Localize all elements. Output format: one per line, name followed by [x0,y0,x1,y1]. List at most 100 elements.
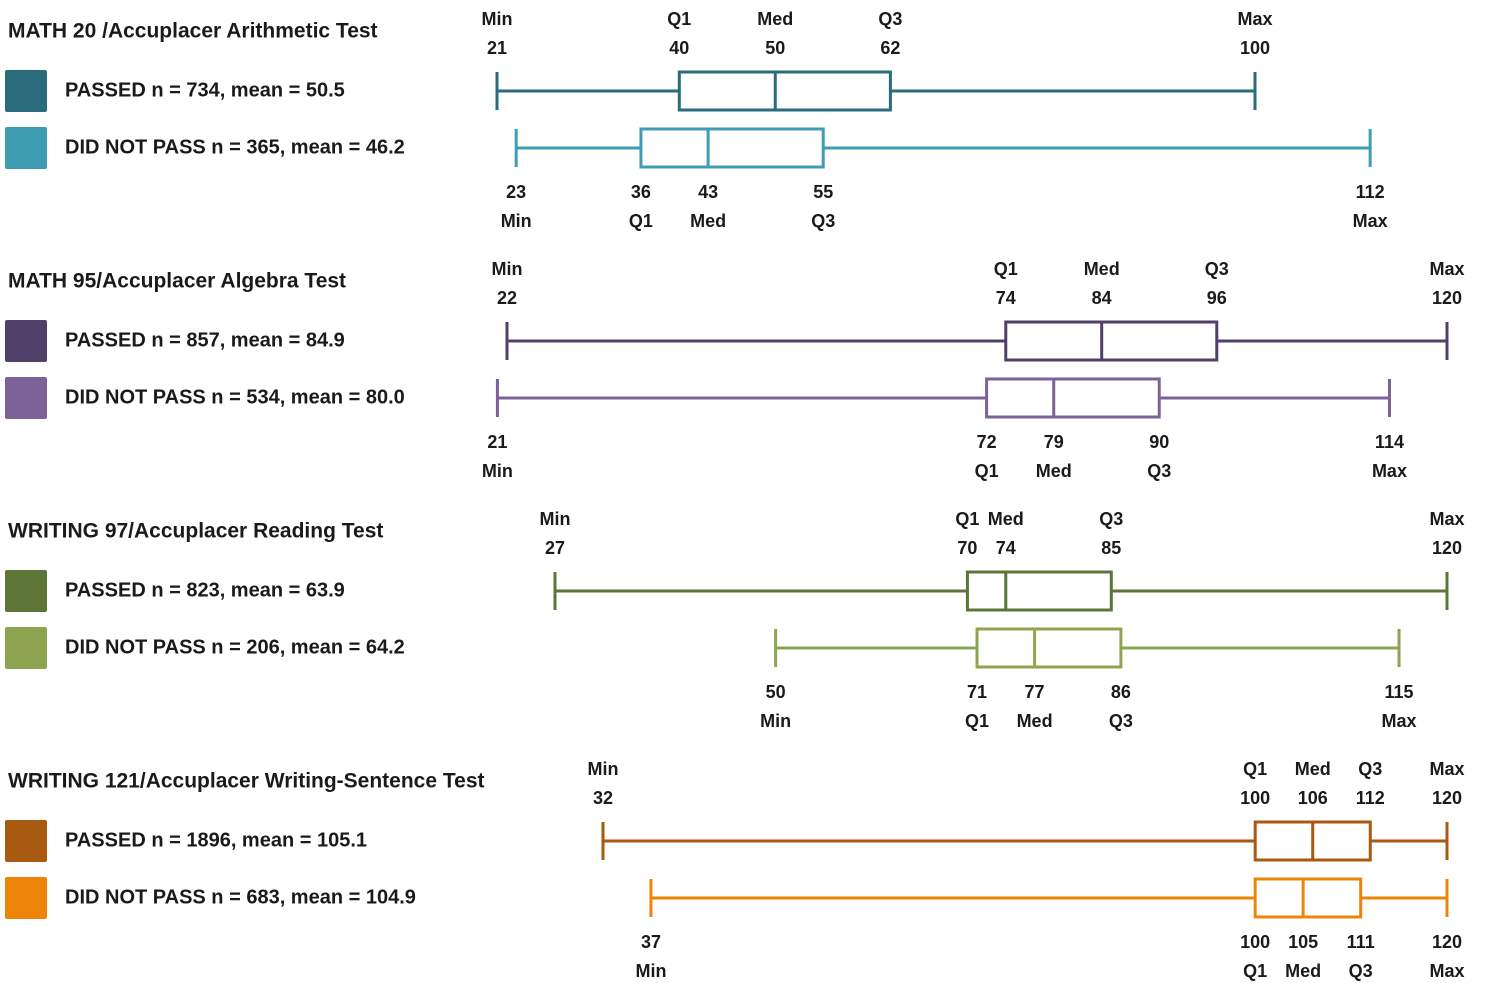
legend-swatch [5,820,47,862]
stat-value-min: 27 [545,538,565,558]
stat-value-min: 21 [487,38,507,58]
series-did-not-pass: DID NOT PASS n = 683, mean = 104.9 37 Min 1… [5,877,1465,981]
series-label: PASSED n = 734, mean = 50.5 [65,79,345,101]
stat-name-min: Min [501,211,532,231]
stat-name-med: Med [1036,461,1072,481]
stat-name-q1: Q1 [1243,759,1267,779]
panel-1: MATH 20 /Accuplacer Arithmetic TestPASSE… [5,9,1388,231]
stat-name-med: Med [690,211,726,231]
legend-swatch [5,320,47,362]
stat-name-med: Med [1017,711,1053,731]
series-label: PASSED n = 1896, mean = 105.1 [65,829,367,851]
stat-name-q1: Q1 [994,259,1018,279]
stat-name-med: Med [757,9,793,29]
legend-swatch [5,70,47,112]
series-passed: PASSED n = 823, mean = 63.9 Min 27 Q1 70 Med 7… [5,509,1465,612]
stat-name-max: Max [1353,211,1388,231]
stat-value-med: 77 [1025,682,1045,702]
legend-swatch [5,877,47,919]
stat-value-med: 79 [1044,432,1064,452]
stat-name-q1: Q1 [965,711,989,731]
stat-name-q1: Q1 [667,9,691,29]
series-label: PASSED n = 857, mean = 84.9 [65,329,345,351]
series-label: DID NOT PASS n = 683, mean = 104.9 [65,886,416,908]
stat-name-med: Med [988,509,1024,529]
stat-value-max: 120 [1432,788,1462,808]
stat-name-q3: Q3 [1358,759,1382,779]
stat-name-max: Max [1382,711,1417,731]
iqr-box [1004,320,1219,362]
stat-value-q1: 40 [669,38,689,58]
iqr-box [965,570,1113,612]
stat-name-max: Max [1429,759,1464,779]
series-passed: PASSED n = 1896, mean = 105.1 Min 32 Q1 100 M… [5,759,1465,862]
legend-swatch [5,627,47,669]
stat-value-med: 84 [1092,288,1112,308]
stat-value-q3: 62 [880,38,900,58]
panel-4: WRITING 121/Accuplacer Writing-Sentence … [5,759,1465,981]
stat-name-med: Med [1285,961,1321,981]
stat-value-min: 23 [506,182,526,202]
stat-name-min: Min [482,9,513,29]
stat-value-min: 21 [487,432,507,452]
stat-value-max: 100 [1240,38,1270,58]
stat-value-max: 112 [1356,182,1385,202]
panel-title: MATH 20 /Accuplacer Arithmetic Test [8,20,378,43]
stat-name-min: Min [492,259,523,279]
stat-value-min: 37 [641,932,661,952]
iqr-box [639,127,825,169]
stat-value-q3: 55 [813,182,833,202]
stat-value-max: 120 [1432,932,1462,952]
stat-value-med: 50 [765,38,785,58]
series-passed: PASSED n = 734, mean = 50.5 Min 21 Q1 40 Med 5… [5,9,1273,112]
series-passed: PASSED n = 857, mean = 84.9 Min 22 Q1 74 Med 8… [5,259,1465,362]
stat-name-q1: Q1 [1243,961,1267,981]
stat-value-q3: 90 [1149,432,1169,452]
stat-name-med: Med [1295,759,1331,779]
panel-title: WRITING 121/Accuplacer Writing-Sentence … [8,770,485,793]
panel-title: WRITING 97/Accuplacer Reading Test [8,520,383,543]
series-label: PASSED n = 823, mean = 63.9 [65,579,345,601]
stat-name-min: Min [540,509,571,529]
stat-value-max: 114 [1375,432,1404,452]
iqr-box [975,627,1123,669]
series-label: DID NOT PASS n = 206, mean = 64.2 [65,636,405,658]
legend-swatch [5,570,47,612]
stat-value-med: 105 [1288,932,1318,952]
stat-name-q3: Q3 [1205,259,1229,279]
stat-name-q3: Q3 [1147,461,1171,481]
stat-name-q3: Q3 [1349,961,1373,981]
stat-name-q3: Q3 [878,9,902,29]
stat-value-q3: 111 [1347,932,1375,952]
stat-value-max: 115 [1385,682,1414,702]
stat-value-min: 22 [497,288,517,308]
series-did-not-pass: DID NOT PASS n = 206, mean = 64.2 50 Min 71… [5,627,1417,731]
legend-swatch [5,377,47,419]
stat-name-q3: Q3 [1109,711,1133,731]
stat-value-q1: 100 [1240,932,1270,952]
panel-3: WRITING 97/Accuplacer Reading Test PASSED… [5,509,1465,731]
stat-name-q3: Q3 [1099,509,1123,529]
stat-value-q1: 100 [1240,788,1270,808]
stat-value-q3: 96 [1207,288,1227,308]
iqr-box [1253,877,1363,919]
iqr-box [677,70,892,112]
stat-name-max: Max [1237,9,1272,29]
stat-name-q1: Q1 [975,461,999,481]
stat-name-min: Min [588,759,619,779]
series-did-not-pass: DID NOT PASS n = 365, mean = 46.2 23 Min 36… [5,127,1388,231]
stat-name-min: Min [635,961,666,981]
stat-value-med: 74 [996,538,1016,558]
stat-value-q1: 36 [631,182,651,202]
series-label: DID NOT PASS n = 534, mean = 80.0 [65,386,405,408]
stat-value-q3: 112 [1356,788,1385,808]
stat-name-q3: Q3 [811,211,835,231]
stat-value-max: 120 [1432,538,1462,558]
stat-name-q1: Q1 [629,211,653,231]
stat-value-q3: 85 [1101,538,1121,558]
series-label: DID NOT PASS n = 365, mean = 46.2 [65,136,405,158]
stat-name-min: Min [482,461,513,481]
stat-value-max: 120 [1432,288,1462,308]
